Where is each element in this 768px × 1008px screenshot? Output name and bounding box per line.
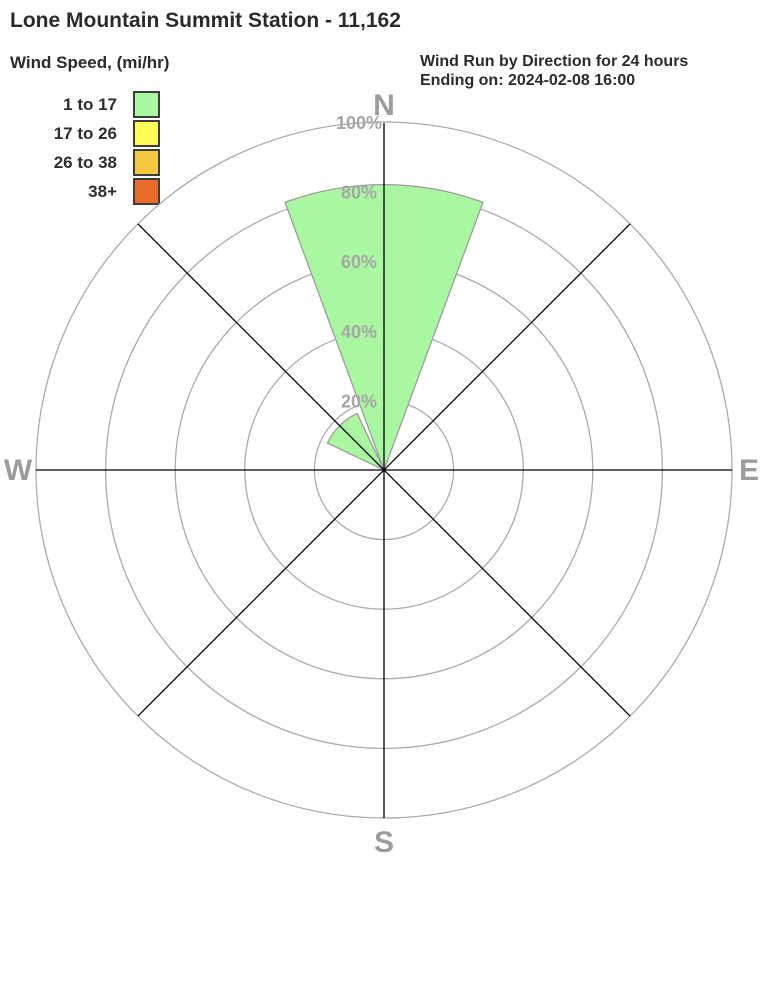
compass-label-south: S (374, 826, 394, 859)
legend-swatch-amber (133, 149, 160, 176)
compass-label-north: N (373, 89, 395, 122)
legend-item: 17 to 26 (10, 119, 169, 148)
legend-swatch-yellow (133, 120, 160, 147)
legend-item: 26 to 38 (10, 148, 169, 177)
compass-label-west: W (4, 454, 33, 487)
legend-item-label: 17 to 26 (53, 123, 117, 143)
page-title: Lone Mountain Summit Station - 11,162 (10, 9, 401, 32)
subtitle-line-2: Ending on: 2024-02-08 16:00 (420, 72, 636, 89)
ring-tick-label-60: 60% (341, 252, 377, 272)
legend-item-label: 1 to 17 (63, 94, 117, 114)
compass-label-east: E (739, 454, 759, 487)
legend-item-label: 26 to 38 (53, 152, 117, 172)
legend-item: 1 to 17 (10, 90, 169, 119)
axis-ne-sw (137, 223, 631, 717)
legend-swatch-orange (133, 178, 160, 205)
subtitle-line-1: Wind Run by Direction for 24 hours (420, 53, 689, 70)
ring-tick-label-100: 100% (336, 113, 382, 133)
chart-subtitle: Wind Run by Direction for 24 hours Endin… (420, 52, 688, 90)
ring-tick-label-20: 20% (341, 391, 377, 411)
legend-title: Wind Speed, (mi/hr) (10, 53, 170, 72)
wind-speed-legend: Wind Speed, (mi/hr) 1 to 17 17 to 26 26 … (10, 53, 169, 206)
legend-swatch-green (133, 91, 160, 118)
legend-item-label: 38+ (88, 181, 117, 201)
ring-tick-label-80: 80% (341, 183, 377, 203)
ring-tick-label-40: 40% (341, 322, 377, 342)
legend-item: 38+ (10, 177, 169, 206)
